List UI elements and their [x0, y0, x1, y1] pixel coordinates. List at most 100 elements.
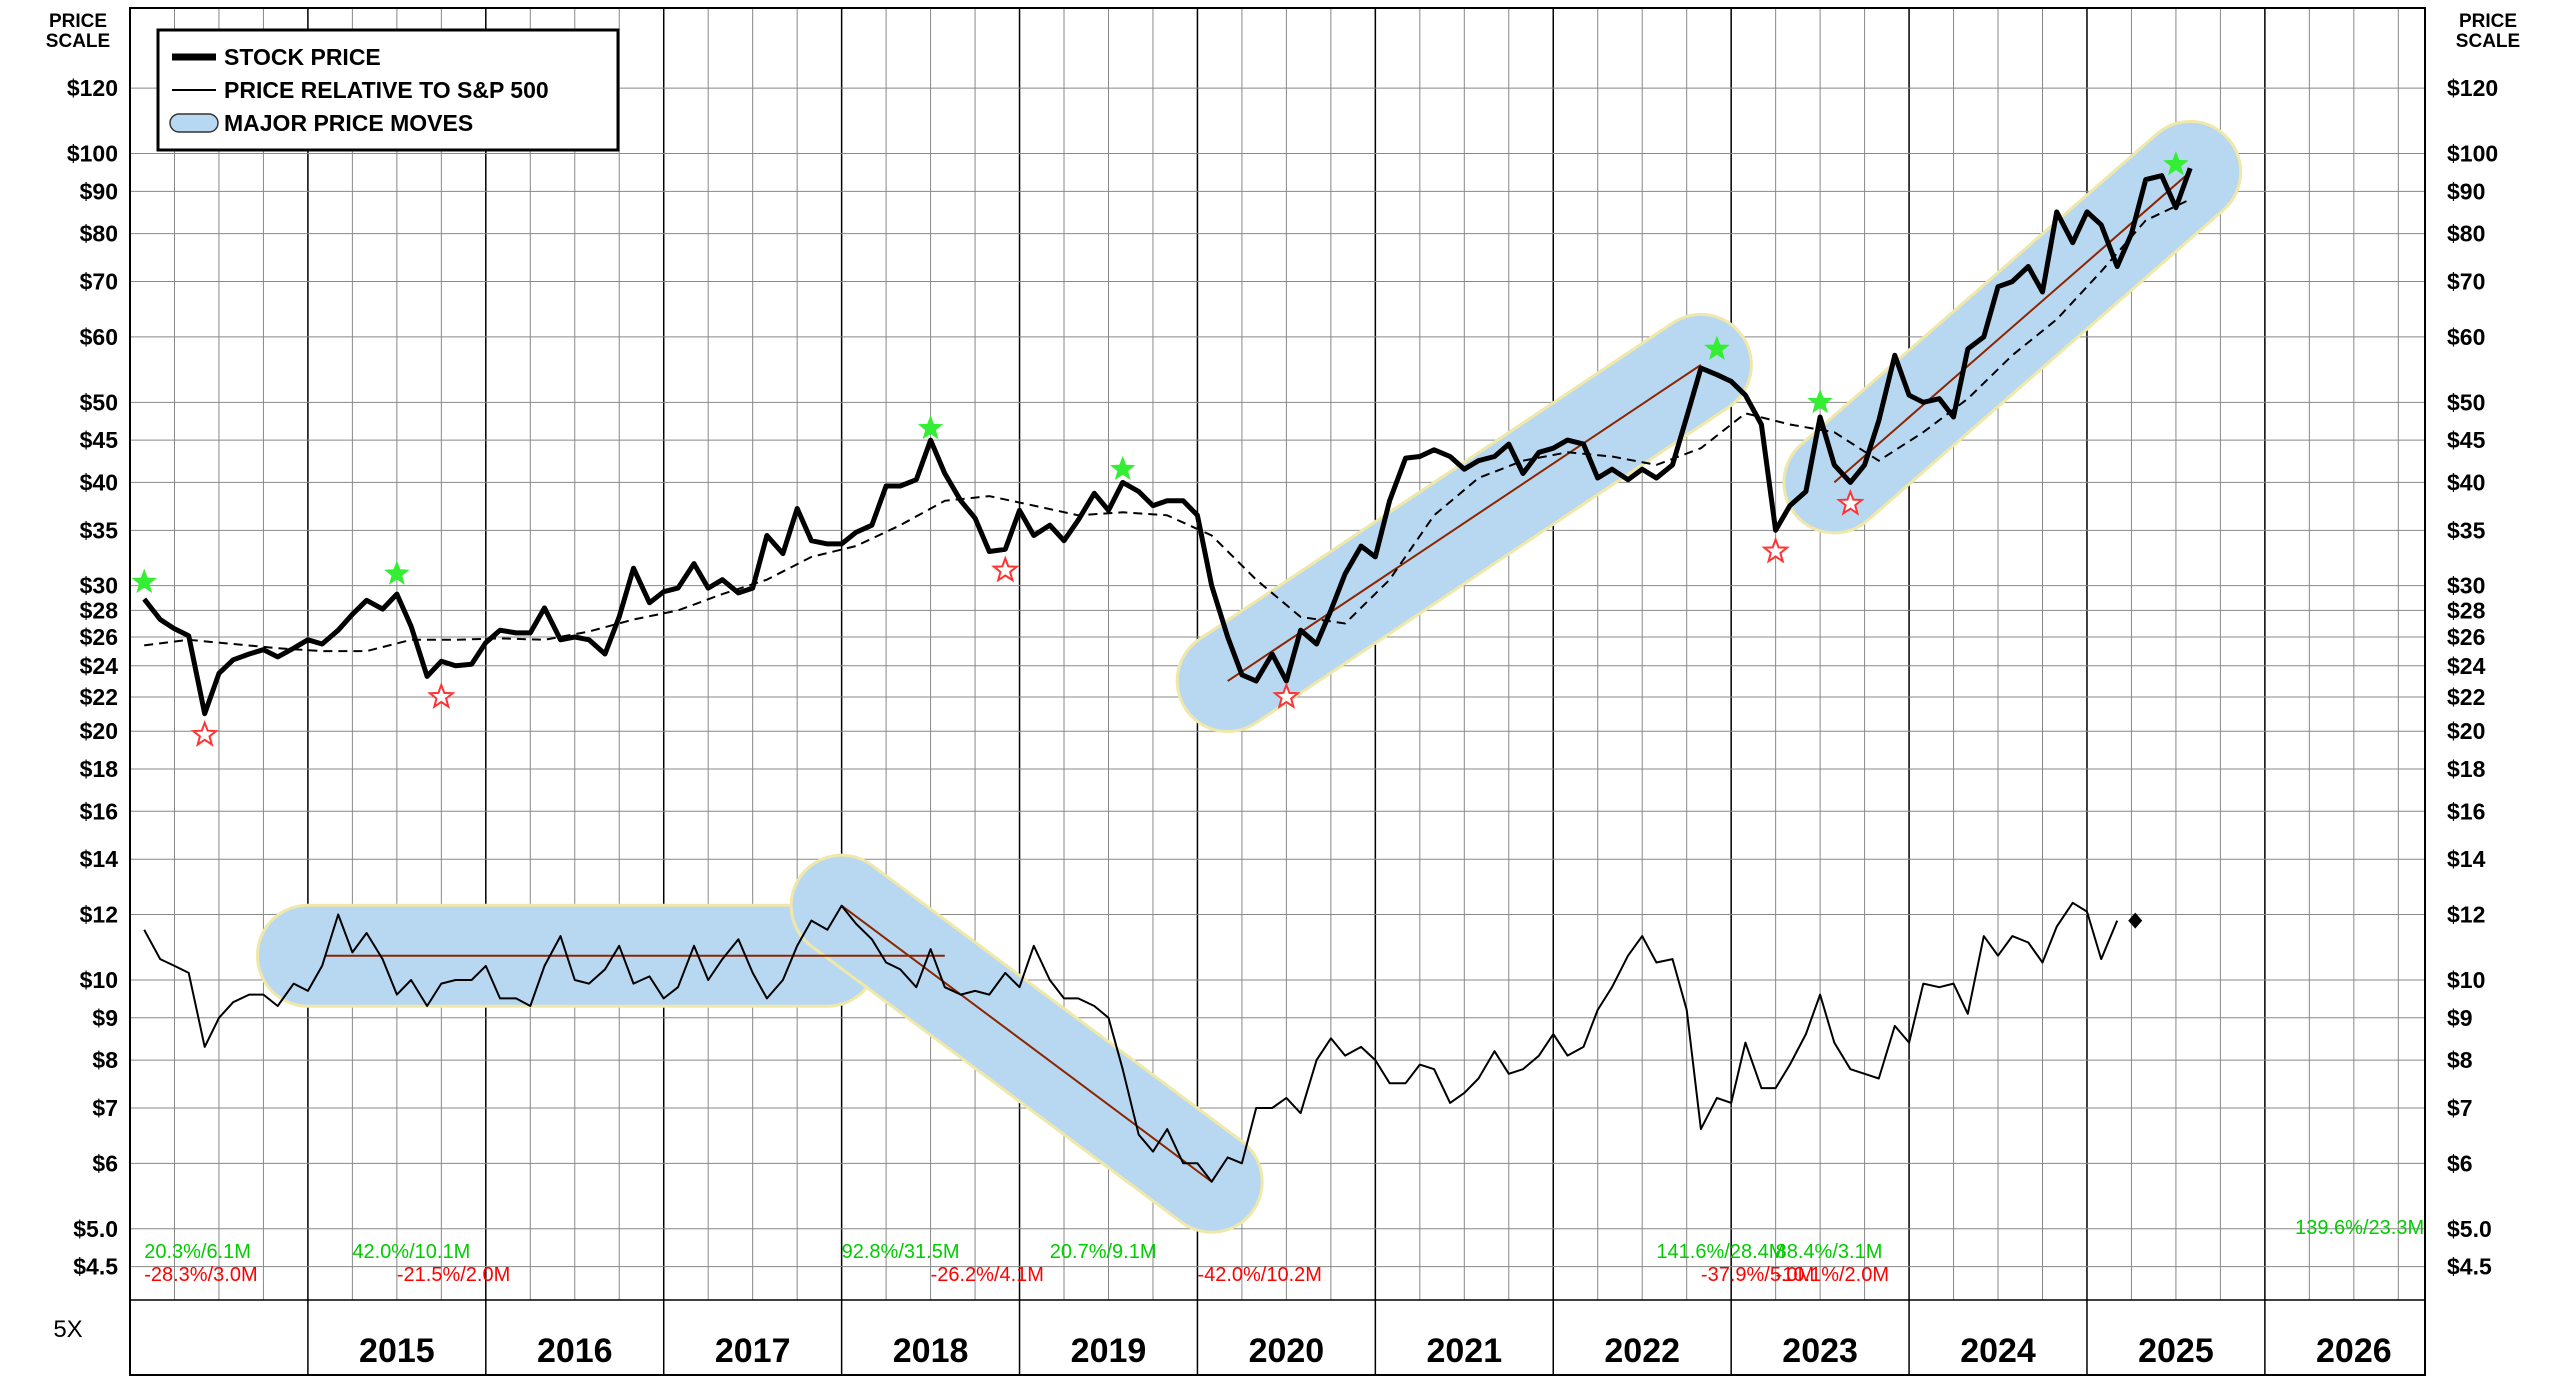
y-tick-label-right: $90 — [2447, 178, 2485, 204]
move-annotation: 20.3%/6.1M — [144, 1241, 251, 1263]
y-tick-label-left: $40 — [80, 469, 118, 495]
trend-line — [841, 904, 1213, 1183]
y-tick-label-right: $30 — [2447, 573, 2485, 599]
x-tick-label: 2026 — [2316, 1332, 2392, 1370]
y-tick-label-left: $8 — [92, 1047, 118, 1073]
peak-star-marker — [1109, 455, 1136, 481]
y-tick-label-left: $28 — [80, 597, 119, 623]
move-annotation: 42.0%/10.1M — [352, 1241, 470, 1263]
series-price-trend-dashed — [144, 198, 2191, 653]
annotations: 20.3%/6.1M-28.3%/3.0M 42.0%/10.1M-21.5%/2… — [144, 1217, 2424, 1286]
y-tick-label-right: $5.0 — [2447, 1216, 2492, 1242]
y-tick-label-left: $7 — [92, 1095, 118, 1121]
y-tick-label-right: $50 — [2447, 389, 2485, 415]
y-tick-label-left: $120 — [67, 75, 118, 101]
peak-star-marker — [1807, 388, 1833, 414]
legend-label: PRICE RELATIVE TO S&P 500 — [224, 77, 549, 103]
y-tick-label-right: $100 — [2447, 141, 2498, 167]
y-tick-label-left: $100 — [67, 141, 118, 167]
x-tick-label: 2023 — [1782, 1332, 1858, 1370]
axes: $120 $120 $100 $100 $90 $90 $80 $80 $70 $70 $60 $60… — [46, 7, 2520, 1376]
move-annotation: -26.2%/4.1M — [931, 1264, 1044, 1286]
last-relative-diamond — [2128, 912, 2143, 929]
y-tick-label-right: $14 — [2447, 846, 2486, 872]
trend-line — [1833, 171, 2191, 484]
y-tick-label-right: $80 — [2447, 221, 2485, 247]
x-tick-label: 2018 — [893, 1332, 969, 1370]
series-stock-price — [142, 167, 2193, 717]
y-tick-label-left: $80 — [80, 221, 118, 247]
y-tick-label-right: $70 — [2447, 269, 2485, 295]
move-annotation: 88.4%/3.1M — [1776, 1241, 1883, 1263]
series-lines — [142, 167, 2193, 1183]
move-annotation: 92.8%/31.5M — [842, 1241, 960, 1263]
y-tick-label-left: $70 — [80, 269, 118, 295]
trough-star-marker — [991, 555, 1020, 583]
y-tick-label-right: $60 — [2447, 324, 2485, 350]
price-scale-label-left: SCALE — [46, 31, 110, 52]
scale-note: 5X — [53, 1316, 82, 1343]
legend-swatch-band — [169, 113, 219, 133]
series-relative-to-sp500 — [143, 901, 2119, 1183]
legend: STOCK PRICE PRICE RELATIVE TO S&P 500 MAJO… — [156, 28, 620, 152]
y-tick-label-left: $45 — [80, 427, 119, 453]
legend-label: STOCK PRICE — [224, 44, 381, 70]
price-scale-label-left: PRICE — [49, 11, 107, 32]
move-annotation: -37.9%/5.0M — [1701, 1264, 1814, 1286]
x-tick-label: 2019 — [1071, 1332, 1147, 1370]
y-tick-label-right: $28 — [2447, 597, 2486, 623]
y-tick-label-left: $14 — [80, 846, 119, 872]
y-tick-label-right: $9 — [2447, 1005, 2473, 1031]
y-tick-label-left: $4.5 — [73, 1254, 118, 1280]
y-tick-label-right: $20 — [2447, 718, 2485, 744]
x-tick-label: 2021 — [1426, 1332, 1502, 1370]
y-tick-label-right: $40 — [2447, 469, 2485, 495]
price-scale-label-right: SCALE — [2456, 31, 2520, 52]
markers — [131, 151, 2189, 929]
price-scale-label-right: PRICE — [2459, 11, 2517, 32]
y-tick-label-right: $24 — [2447, 653, 2486, 679]
trough-star-marker — [1761, 536, 1790, 564]
x-tick-label: 2020 — [1249, 1332, 1325, 1370]
x-tick-label: 2015 — [359, 1332, 435, 1370]
move-annotation: 141.6%/28.4M — [1656, 1241, 1785, 1263]
y-tick-label-left: $20 — [80, 718, 118, 744]
y-tick-label-right: $10 — [2447, 967, 2485, 993]
x-tick-label: 2017 — [715, 1332, 791, 1370]
x-tick-label: 2024 — [1960, 1332, 2036, 1370]
y-tick-label-right: $120 — [2447, 75, 2498, 101]
x-tick-label: 2025 — [2138, 1332, 2214, 1370]
y-tick-label-left: $22 — [80, 684, 118, 710]
y-tick-label-right: $18 — [2447, 756, 2486, 782]
trough-star-marker — [1836, 488, 1865, 516]
y-tick-label-left: $30 — [80, 573, 118, 599]
y-tick-label-left: $10 — [80, 967, 118, 993]
peak-star-marker — [917, 414, 944, 440]
move-annotation: -10.1%/2.0M — [1776, 1264, 1889, 1286]
trough-star-marker — [190, 719, 219, 747]
move-annotation: 20.7%/9.1M — [1050, 1241, 1157, 1263]
y-tick-label-right: $35 — [2447, 517, 2486, 543]
y-tick-label-left: $24 — [80, 653, 119, 679]
y-tick-label-left: $26 — [80, 624, 118, 650]
move-annotation: -28.3%/3.0M — [144, 1264, 257, 1286]
y-tick-label-right: $4.5 — [2447, 1254, 2492, 1280]
trend-line — [1227, 364, 1702, 682]
y-tick-label-left: $9 — [92, 1005, 118, 1031]
y-tick-label-left: $90 — [80, 178, 118, 204]
x-tick-label: 2022 — [1604, 1332, 1680, 1370]
y-tick-label-right: $8 — [2447, 1047, 2473, 1073]
y-tick-label-right: $12 — [2447, 902, 2485, 928]
y-tick-label-right: $16 — [2447, 798, 2485, 824]
trough-star-marker — [1272, 682, 1301, 710]
move-annotation: 139.6%/23.3M — [2295, 1217, 2424, 1239]
peak-star-marker — [1704, 335, 1730, 360]
y-tick-label-right: $22 — [2447, 684, 2485, 710]
y-tick-label-left: $60 — [80, 324, 118, 350]
y-tick-label-right: $6 — [2447, 1150, 2473, 1176]
move-annotation: -42.0%/10.2M — [1197, 1264, 1322, 1286]
y-tick-label-left: $6 — [92, 1150, 118, 1176]
y-tick-label-left: $50 — [80, 389, 118, 415]
